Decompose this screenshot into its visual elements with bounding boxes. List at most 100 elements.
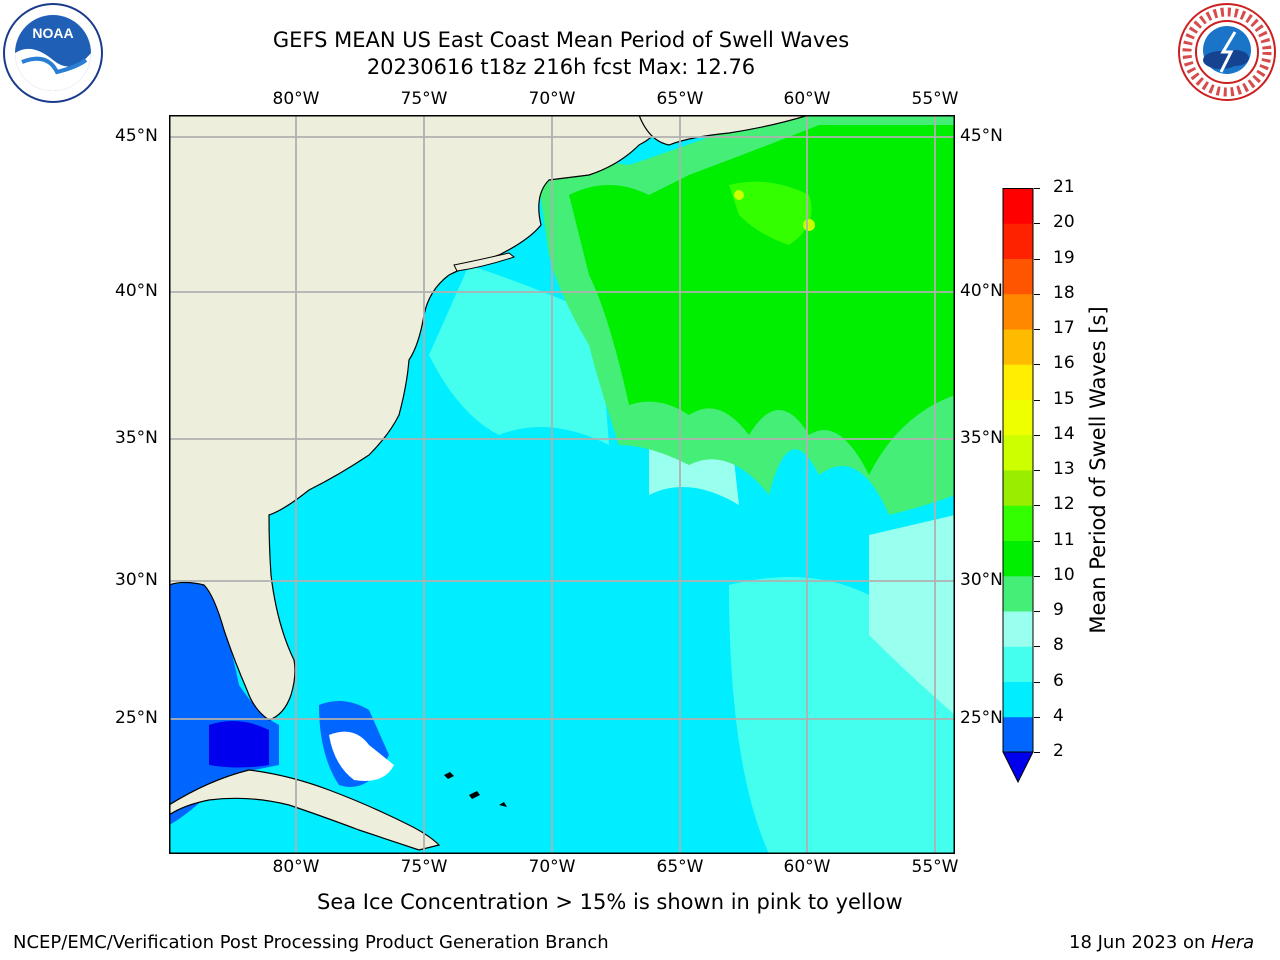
land-long-island [453, 252, 516, 272]
lon-label-bottom-70w: 70°W [528, 857, 576, 877]
swell-max-spot-2 [734, 190, 744, 200]
colorbar-tick-mark [1034, 505, 1040, 507]
colorbar-segment [1003, 611, 1033, 647]
colorbar-tick-mark [1034, 188, 1040, 189]
map-grid [169, 115, 955, 854]
lon-label-top-80w: 80°W [272, 89, 320, 109]
lat-label-left-45n: 45°N [115, 126, 158, 146]
noaa-logo-text: NOAA [32, 25, 73, 41]
colorbar-tick-mark [1034, 364, 1040, 366]
map-frame [169, 115, 955, 854]
swell-patch-8s [429, 265, 609, 445]
lon-label-bottom-65w: 65°W [656, 857, 704, 877]
lat-label-left-25n: 25°N [115, 708, 158, 728]
lat-label-right-30n: 30°N [960, 570, 1003, 590]
colorbar-segment [1003, 540, 1033, 577]
lon-label-top-60w: 60°W [783, 89, 831, 109]
colorbar-tick-mark [1034, 716, 1040, 718]
colorbar-tick-label: 18 [1053, 282, 1075, 303]
colorbar-tick-mark [1034, 434, 1040, 436]
colorbar-tick-label: 13 [1053, 459, 1075, 479]
map-panel [168, 114, 955, 854]
lon-label-bottom-75w: 75°W [400, 857, 448, 877]
colorbar-tick-label: 12 [1053, 494, 1075, 515]
lon-label-bottom-60w: 60°W [783, 857, 831, 877]
colorbar-segment [1003, 505, 1033, 541]
colorbar-label: Mean Period of Swell Waves [s] [1086, 306, 1110, 634]
colorbar-tick-label: 14 [1053, 423, 1075, 444]
colorbar-segment [1003, 646, 1033, 682]
colorbar-tick-label: 6 [1053, 670, 1064, 691]
swell-region-11s [729, 181, 812, 245]
colorbar-tick-mark [1034, 540, 1040, 542]
swell-max-spot [803, 219, 815, 231]
colorbar-svg [1002, 188, 1034, 784]
island-2 [469, 791, 480, 799]
lat-label-right-40n: 40°N [960, 281, 1003, 301]
lon-label-top-70w: 70°W [528, 89, 576, 109]
colorbar-tick-mark [1034, 258, 1040, 260]
colorbar-tick-mark [1034, 611, 1040, 612]
island-1 [444, 772, 454, 779]
lon-label-top-65w: 65°W [656, 89, 704, 109]
colorbar-segment [1003, 716, 1033, 753]
lon-label-bottom-55w: 55°W [911, 857, 959, 877]
colorbar-tick-label: 17 [1053, 318, 1075, 338]
swell-region-10to11s [569, 125, 955, 475]
colorbar-segment [1003, 293, 1033, 330]
colorbar-segment [1003, 681, 1033, 718]
colorbar-tick-label: 15 [1053, 388, 1075, 409]
lat-label-left-30n: 30°N [115, 570, 158, 590]
colorbar-tick-mark [1034, 646, 1040, 648]
colorbar-segment [1003, 399, 1033, 436]
footer-date: 18 Jun 2023 on Hera [1069, 932, 1254, 953]
lon-label-bottom-80w: 80°W [272, 857, 320, 877]
colorbar-tick-mark [1034, 470, 1040, 471]
colorbar-tick-mark [1034, 575, 1040, 577]
chart-title: GEFS MEAN US East Coast Mean Period of S… [272, 28, 850, 52]
colorbar-segment [1003, 470, 1033, 506]
colorbar-tick-label: 2 [1053, 741, 1064, 761]
land-cuba [168, 769, 441, 851]
colorbar-tick-label: 20 [1053, 212, 1075, 233]
colorbar-tick-mark [1034, 681, 1040, 683]
lon-label-top-55w: 55°W [911, 89, 959, 109]
colorbar-frame [1002, 188, 1034, 753]
island-3 [499, 802, 507, 807]
footer-date-text: 18 Jun 2023 on [1069, 932, 1212, 953]
lat-label-right-25n: 25°N [960, 708, 1003, 728]
swell-patch-9s [869, 515, 955, 715]
lat-label-right-45n: 45°N [960, 126, 1003, 146]
colorbar-tick-mark [1034, 329, 1040, 330]
colorbar-segment [1003, 329, 1033, 365]
colorbar-segment [1003, 364, 1033, 400]
sea-ice-note: Sea Ice Concentration > 15% is shown in … [317, 890, 903, 914]
colorbar-tick-label: 16 [1053, 353, 1075, 374]
chart-subtitle: 20230616 t18z 216h fcst Max: 12.76 [366, 55, 756, 79]
colorbar-segment [1003, 258, 1033, 295]
colorbar-tick-label: 9 [1053, 600, 1064, 620]
footer-credit: NCEP/EMC/Verification Post Processing Pr… [13, 932, 609, 953]
lat-label-right-35n: 35°N [960, 428, 1003, 448]
colorbar-tick-label: 4 [1053, 705, 1064, 726]
colorbar-tick-label: 21 [1053, 177, 1075, 197]
nws-logo [1177, 2, 1277, 102]
colorbar-tick-mark [1034, 399, 1040, 401]
lat-label-left-40n: 40°N [115, 281, 158, 301]
noaa-logo: NOAA [2, 2, 104, 104]
colorbar-tick-label: 10 [1053, 564, 1075, 585]
map-svg [168, 114, 955, 854]
swell-gulf-2s [209, 721, 269, 768]
colorbar-tick-label: 11 [1053, 529, 1075, 550]
colorbar [1002, 188, 1034, 784]
bahamas-banks [329, 731, 394, 781]
colorbar-tick-mark [1034, 293, 1040, 295]
colorbar-extension [1002, 751, 1034, 784]
colorbar-tick-label: 8 [1053, 635, 1064, 656]
colorbar-tick-mark [1034, 752, 1040, 753]
colorbar-segment [1003, 575, 1033, 612]
footer-machine: Hera [1211, 932, 1255, 953]
colorbar-tick-label: 19 [1053, 247, 1075, 268]
colorbar-segment [1003, 223, 1033, 259]
colorbar-segment [1003, 434, 1033, 471]
